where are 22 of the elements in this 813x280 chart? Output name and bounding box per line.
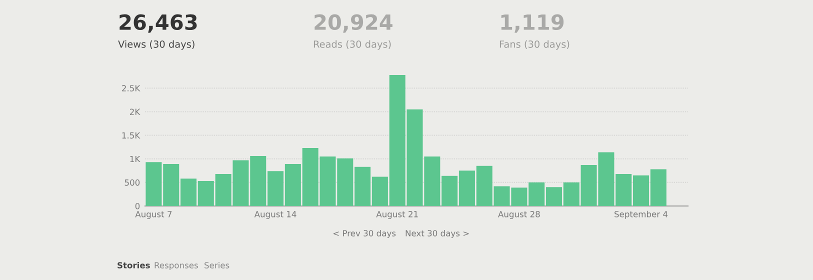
text: Series — [204, 262, 230, 268]
y-tick-label: 1.5K — [122, 132, 140, 139]
text: Views (30 days) — [118, 40, 194, 50]
text: 20,924 — [314, 14, 392, 33]
text: 1,119 — [501, 14, 564, 33]
y-tick-label: 0 — [135, 202, 140, 210]
text: < Prev 30 days — [334, 230, 396, 238]
text: Fans (30 days) — [500, 40, 570, 50]
text: Stories — [118, 262, 150, 268]
x-tick-label: August 7 — [135, 211, 172, 219]
y-tick-label: 1K — [130, 156, 140, 162]
x-tick-label: August 14 — [254, 211, 296, 219]
text: Reads (30 days) — [314, 40, 391, 50]
text: Responses — [154, 262, 198, 270]
y-tick-label: 500 — [124, 179, 140, 186]
text: Next 30 days > — [406, 230, 469, 238]
text: 26,463 — [120, 14, 197, 33]
x-tick-label: August 28 — [498, 211, 540, 219]
x-tick-label: September 4 — [614, 210, 668, 219]
y-tick-label: 2.5K — [122, 85, 140, 92]
x-tick-label: August 21 — [376, 211, 418, 219]
y-tick-label: 2K — [130, 108, 140, 115]
